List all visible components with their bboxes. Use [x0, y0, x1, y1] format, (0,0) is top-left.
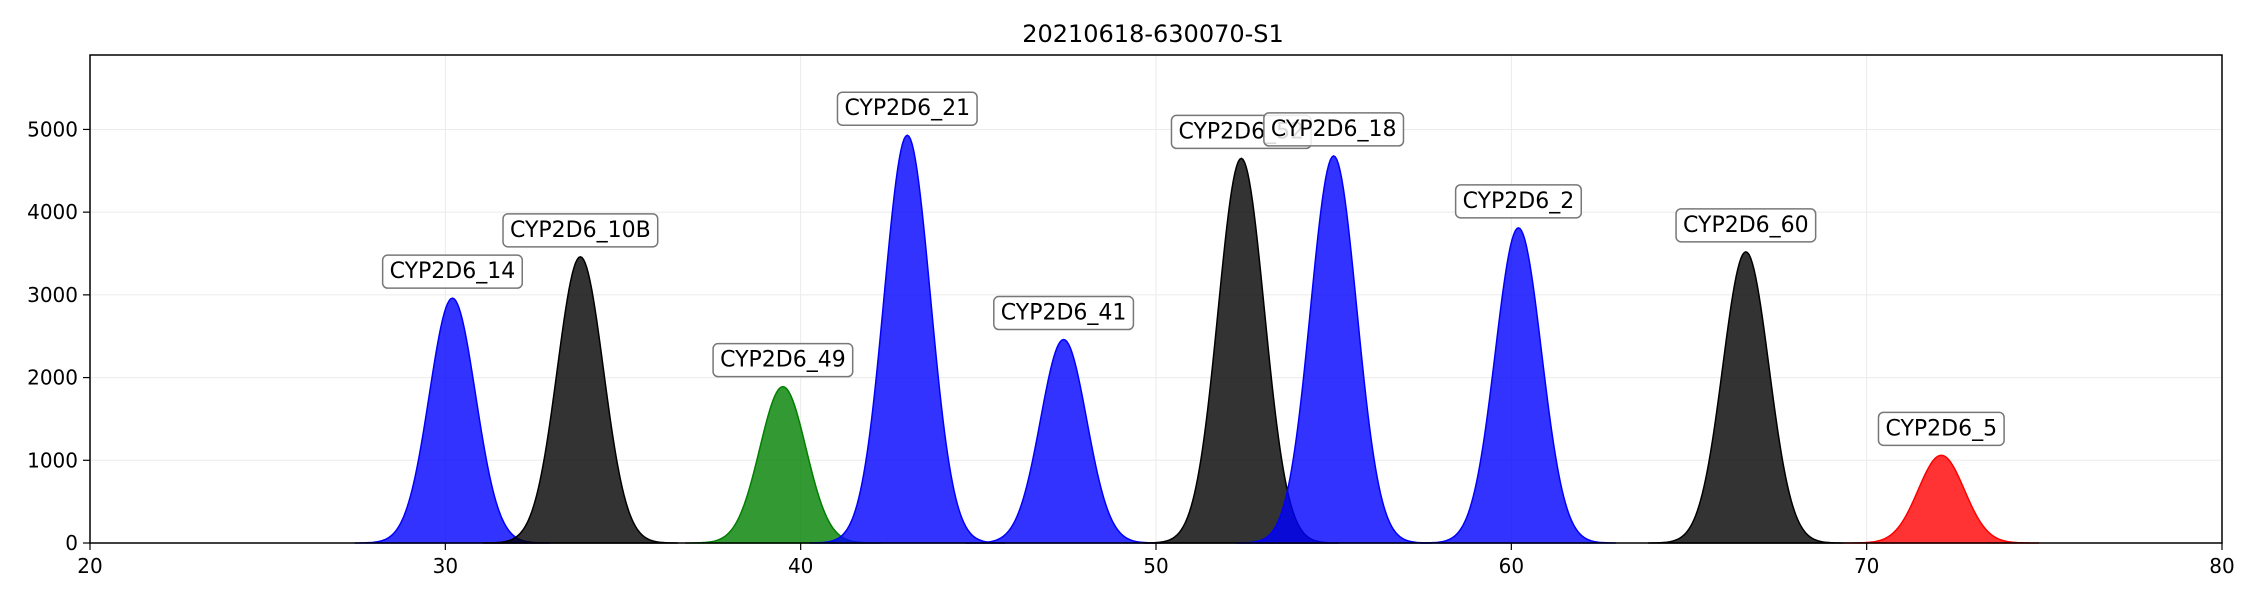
y-axis: 0 1000 2000 3000 4000 5000 — [27, 117, 90, 555]
peak-label: CYP2D6_41 — [993, 295, 1135, 331]
peak-label-text: CYP2D6_2 — [1463, 189, 1575, 214]
y-tick-label: 2000 — [27, 366, 78, 390]
peak-label-text: CYP2D6_5 — [1885, 416, 1997, 441]
peak-label: CYP2D6_60 — [1675, 208, 1817, 243]
peak-label: CYP2D6_5 — [1877, 411, 2005, 447]
x-tick-label: 20 — [77, 554, 102, 578]
peak-label-box — [1877, 411, 2005, 447]
peak-label: CYP2D6_21 — [836, 91, 978, 126]
chart-title: 20210618-630070-S1 — [1022, 20, 1284, 48]
peak-label: CYP2D6_18 — [1263, 112, 1405, 147]
peak-cyp2d6-14 — [354, 297, 551, 544]
peak-label-text: CYP2D6_21 — [844, 96, 970, 121]
peak-cyp2d6-18 — [1235, 155, 1432, 544]
peak-label-box — [381, 254, 523, 289]
peak-label-box — [836, 91, 978, 126]
peak-label: CYP2D6_49 — [712, 342, 854, 378]
peak-label: CYP2D6_10B — [502, 213, 659, 248]
peak-label-text: CYP2D6_49 — [720, 348, 846, 373]
peak-label: CYP2D6_2 — [1454, 184, 1583, 219]
peak-cyp2d6-60 — [1648, 251, 1844, 544]
peak-label-box — [1454, 184, 1583, 219]
peak-label-text: CYP2D6_10B — [510, 218, 651, 243]
y-tick-label: 3000 — [27, 283, 78, 307]
x-axis: 20 30 40 50 60 70 80 — [77, 543, 2235, 578]
peak-label-box — [502, 213, 659, 248]
peak-label-box — [712, 342, 854, 378]
y-tick-label: 0 — [65, 531, 78, 555]
x-tick-label: 60 — [1499, 554, 1524, 578]
peak-label-box — [1263, 112, 1405, 147]
peak-cyp2d6-21 — [809, 134, 1006, 544]
peak-cyp2d6-10b — [482, 256, 679, 544]
peaks — [354, 134, 2040, 544]
peak-label-box — [1675, 208, 1817, 243]
grid — [89, 55, 2223, 544]
x-tick-label: 80 — [2209, 554, 2234, 578]
x-tick-label: 70 — [1854, 554, 1879, 578]
peak-cyp2d6-5 — [1843, 454, 2040, 544]
x-tick-label: 30 — [433, 554, 458, 578]
peak-cyp2d6-41 — [965, 338, 1162, 544]
peak-cyp2d6-2 — [1420, 227, 1617, 544]
peak-labels: CYP2D6_14 CYP2D6_10B CYP2D6_49 CYP2D6_21 CYP… — [381, 91, 2005, 447]
peak-label-text: CYP2D6_60 — [1683, 213, 1809, 238]
peak-label: CYP2D6_14 — [381, 254, 523, 289]
y-tick-label: 5000 — [27, 117, 78, 141]
x-tick-label: 50 — [1143, 554, 1168, 578]
y-tick-label: 1000 — [27, 448, 78, 472]
peak-cyp2d6-49 — [685, 385, 881, 544]
peak-label-box — [993, 295, 1135, 331]
y-tick-label: 4000 — [27, 200, 78, 224]
peak-label-text: CYP2D6_18 — [1271, 117, 1397, 142]
peak-label-text: CYP2D6_14 — [390, 259, 516, 284]
peak-label-text: CYP2D6_41 — [1001, 301, 1127, 326]
x-tick-label: 40 — [788, 554, 813, 578]
